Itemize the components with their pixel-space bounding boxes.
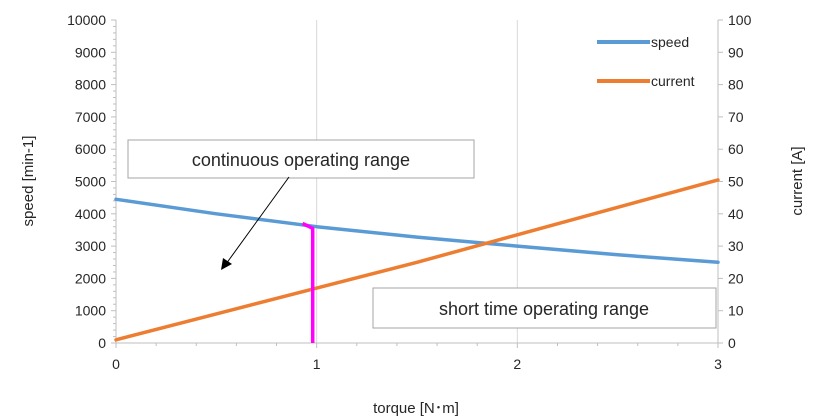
y-tick-label-2: 2000 xyxy=(75,270,106,286)
y-tick-label-9: 9000 xyxy=(75,44,106,60)
x-axis-title: torque [N･m] xyxy=(373,400,459,417)
series-line-current xyxy=(114,178,720,342)
x-tick-label-2: 2 xyxy=(513,356,521,372)
y-axis-title-left: speed [min-1] xyxy=(20,136,37,227)
y2-tick-label-7: 70 xyxy=(728,109,744,125)
y-tick-label-10: 10000 xyxy=(67,12,106,28)
y2-tick-label-1: 10 xyxy=(728,303,744,319)
y-tick-label-8: 8000 xyxy=(75,77,106,93)
x-tick-label-0: 0 xyxy=(112,356,120,372)
boundary-line xyxy=(301,221,315,343)
legend-label-current: current xyxy=(651,73,695,89)
series-lines xyxy=(114,178,720,342)
y-tick-label-5: 5000 xyxy=(75,174,106,190)
y-tick-label-4: 4000 xyxy=(75,206,106,222)
annotation-box-short-time xyxy=(372,287,717,329)
legend-label-speed: speed xyxy=(651,34,689,50)
y-tick-label-6: 6000 xyxy=(75,141,106,157)
y2-tick-label-9: 90 xyxy=(728,44,744,60)
y2-tick-label-10: 100 xyxy=(728,12,752,28)
y2-tick-label-2: 20 xyxy=(728,270,744,286)
series-line-speed xyxy=(114,197,720,265)
y2-tick-label-5: 50 xyxy=(728,174,744,190)
annotation-continuous: continuous operating range xyxy=(127,139,475,179)
annotation-short-time: short time operating range xyxy=(372,287,717,329)
y-tick-label-1: 1000 xyxy=(75,303,106,319)
x-tick-label-3: 3 xyxy=(714,356,722,372)
y-tick-label-0: 0 xyxy=(98,335,106,351)
y2-tick-label-0: 0 xyxy=(728,335,736,351)
arrow-shaft xyxy=(225,176,290,265)
y2-tick-label-8: 80 xyxy=(728,77,744,93)
annotation-box-continuous xyxy=(127,139,475,179)
annotation-arrow xyxy=(221,176,290,270)
axes: 0100020003000400050006000700080009000100… xyxy=(67,12,752,372)
operating-boundary xyxy=(301,221,315,343)
y-tick-label-7: 7000 xyxy=(75,109,106,125)
x-tick-label-1: 1 xyxy=(313,356,321,372)
arrow-head xyxy=(221,258,232,270)
y2-tick-label-4: 40 xyxy=(728,206,744,222)
y2-tick-label-3: 30 xyxy=(728,238,744,254)
legend: speed current xyxy=(597,34,695,89)
y-tick-label-3: 3000 xyxy=(75,238,106,254)
annotation-text-continuous: continuous operating range xyxy=(192,150,410,170)
y-axis-title-right: current [A] xyxy=(789,146,806,215)
annotation-text-short-time: short time operating range xyxy=(439,299,649,319)
y2-tick-label-6: 60 xyxy=(728,141,744,157)
